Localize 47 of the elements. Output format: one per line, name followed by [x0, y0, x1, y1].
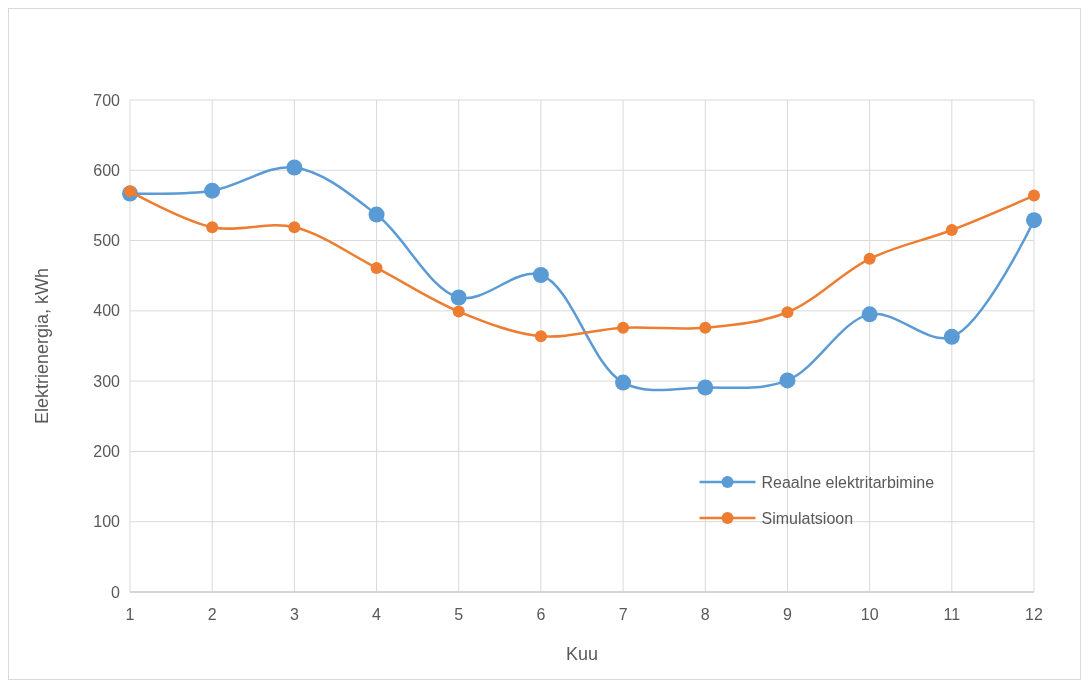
x-tick-label: 8	[700, 606, 710, 623]
y-tick-label: 600	[93, 161, 121, 179]
point	[861, 306, 878, 323]
point	[863, 252, 876, 265]
y-tick-label: 200	[93, 443, 121, 461]
x-tick-label: 4	[372, 606, 382, 623]
x-axis-title: Kuu	[565, 644, 599, 664]
x-tick-label: 2	[207, 606, 217, 623]
point	[943, 328, 960, 345]
x-tick-label: 12	[1025, 606, 1043, 623]
y-axis-title: Elektrienergia, kWh	[32, 267, 52, 425]
legend-label: Simulatsioon	[761, 509, 854, 527]
x-tick-label: 9	[783, 606, 792, 623]
point	[615, 374, 632, 391]
point	[532, 267, 549, 284]
x-tick-label: 10	[860, 606, 879, 623]
y-tick-label: 0	[111, 583, 121, 601]
point	[204, 182, 221, 199]
y-tick-label: 400	[93, 302, 121, 320]
point	[370, 261, 383, 274]
point	[779, 372, 796, 389]
point	[617, 321, 630, 334]
x-tick-label: 1	[125, 606, 135, 623]
y-tick-label: 300	[93, 372, 121, 390]
y-tick-label: 100	[93, 513, 121, 531]
point	[781, 306, 794, 319]
point	[206, 221, 219, 234]
x-tick-label: 11	[943, 606, 961, 623]
y-tick-label: 700	[93, 91, 121, 109]
x-tick-label: 5	[454, 606, 464, 623]
point	[450, 289, 467, 306]
point	[286, 159, 303, 176]
point	[534, 330, 547, 343]
x-tick-label: 6	[536, 606, 546, 623]
point	[368, 206, 385, 223]
legend-label: Reaalne elektritarbimine	[761, 473, 935, 491]
point	[1028, 189, 1040, 202]
point	[699, 321, 712, 334]
point	[945, 224, 958, 237]
x-tick-label: 7	[618, 606, 628, 623]
point	[288, 221, 301, 234]
x-tick-label: 3	[289, 606, 299, 623]
point	[124, 185, 136, 198]
point	[697, 379, 714, 396]
y-tick-label: 500	[93, 232, 121, 250]
point	[452, 305, 465, 318]
point	[1026, 212, 1042, 229]
